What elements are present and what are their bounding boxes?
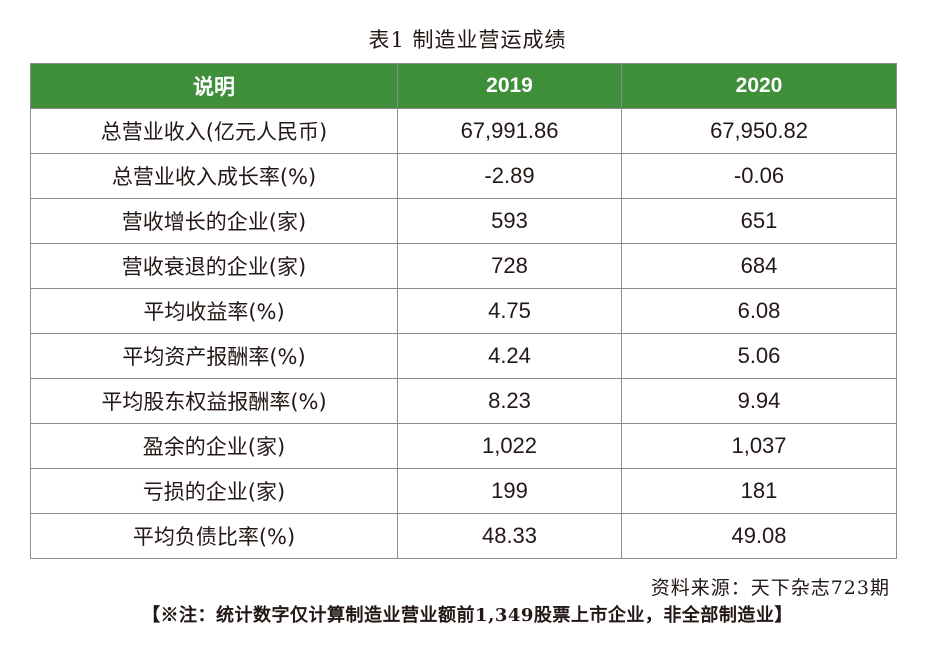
value-2019: 593: [397, 198, 622, 244]
row-label: 营收衰退的企业(家): [30, 243, 398, 289]
value-2020: 9.94: [621, 378, 897, 424]
table-row: 营收增长的企业(家) 593 651: [30, 198, 897, 244]
value-2020: 49.08: [621, 513, 897, 559]
row-label: 亏损的企业(家): [30, 468, 398, 514]
header-description: 说明: [30, 63, 398, 109]
header-2019: 2019: [397, 63, 622, 109]
table-row: 平均资产报酬率(%) 4.24 5.06: [30, 333, 897, 379]
operating-results-table: 说明 2019 2020 总营业收入(亿元人民币) 67,991.86 67,9…: [30, 63, 897, 559]
row-label: 盈余的企业(家): [30, 423, 398, 469]
value-2019: -2.89: [397, 153, 622, 199]
value-2020: 67,950.82: [621, 108, 897, 154]
value-2019: 67,991.86: [397, 108, 622, 154]
row-label: 营收增长的企业(家): [30, 198, 398, 244]
row-label: 总营业收入(亿元人民币): [30, 108, 398, 154]
value-2019: 728: [397, 243, 622, 289]
table-title: 表1 制造业营运成绩: [368, 28, 567, 52]
value-2019: 199: [397, 468, 622, 514]
table-row: 营收衰退的企业(家) 728 684: [30, 243, 897, 289]
value-2020: 6.08: [621, 288, 897, 334]
table-row: 盈余的企业(家) 1,022 1,037: [30, 423, 897, 469]
value-2019: 4.24: [397, 333, 622, 379]
table-row: 总营业收入(亿元人民币) 67,991.86 67,950.82: [30, 108, 897, 154]
value-2020: 181: [621, 468, 897, 514]
table-row: 平均收益率(%) 4.75 6.08: [30, 288, 897, 334]
table-row: 亏损的企业(家) 199 181: [30, 468, 897, 514]
footnote: 【※注：统计数字仅计算制造业营业额前1,349股票上市企业，非全部制造业】: [142, 605, 793, 626]
value-2020: 1,037: [621, 423, 897, 469]
value-2019: 1,022: [397, 423, 622, 469]
table-row: 平均股东权益报酬率(%) 8.23 9.94: [30, 378, 897, 424]
row-label: 平均股东权益报酬率(%): [30, 378, 398, 424]
header-2020: 2020: [621, 63, 897, 109]
table-row: 总营业收入成长率(%) -2.89 -0.06: [30, 153, 897, 199]
value-2020: 651: [621, 198, 897, 244]
row-label: 平均资产报酬率(%): [30, 333, 398, 379]
table-row: 平均负债比率(%) 48.33 49.08: [30, 513, 897, 559]
row-label: 总营业收入成长率(%): [30, 153, 398, 199]
value-2019: 48.33: [397, 513, 622, 559]
table-header-row: 说明 2019 2020: [30, 63, 897, 109]
value-2020: 5.06: [621, 333, 897, 379]
value-2020: 684: [621, 243, 897, 289]
source-citation: 资料来源：天下杂志723期: [650, 577, 890, 599]
row-label: 平均负债比率(%): [30, 513, 398, 559]
value-2019: 8.23: [397, 378, 622, 424]
row-label: 平均收益率(%): [30, 288, 398, 334]
value-2020: -0.06: [621, 153, 897, 199]
value-2019: 4.75: [397, 288, 622, 334]
